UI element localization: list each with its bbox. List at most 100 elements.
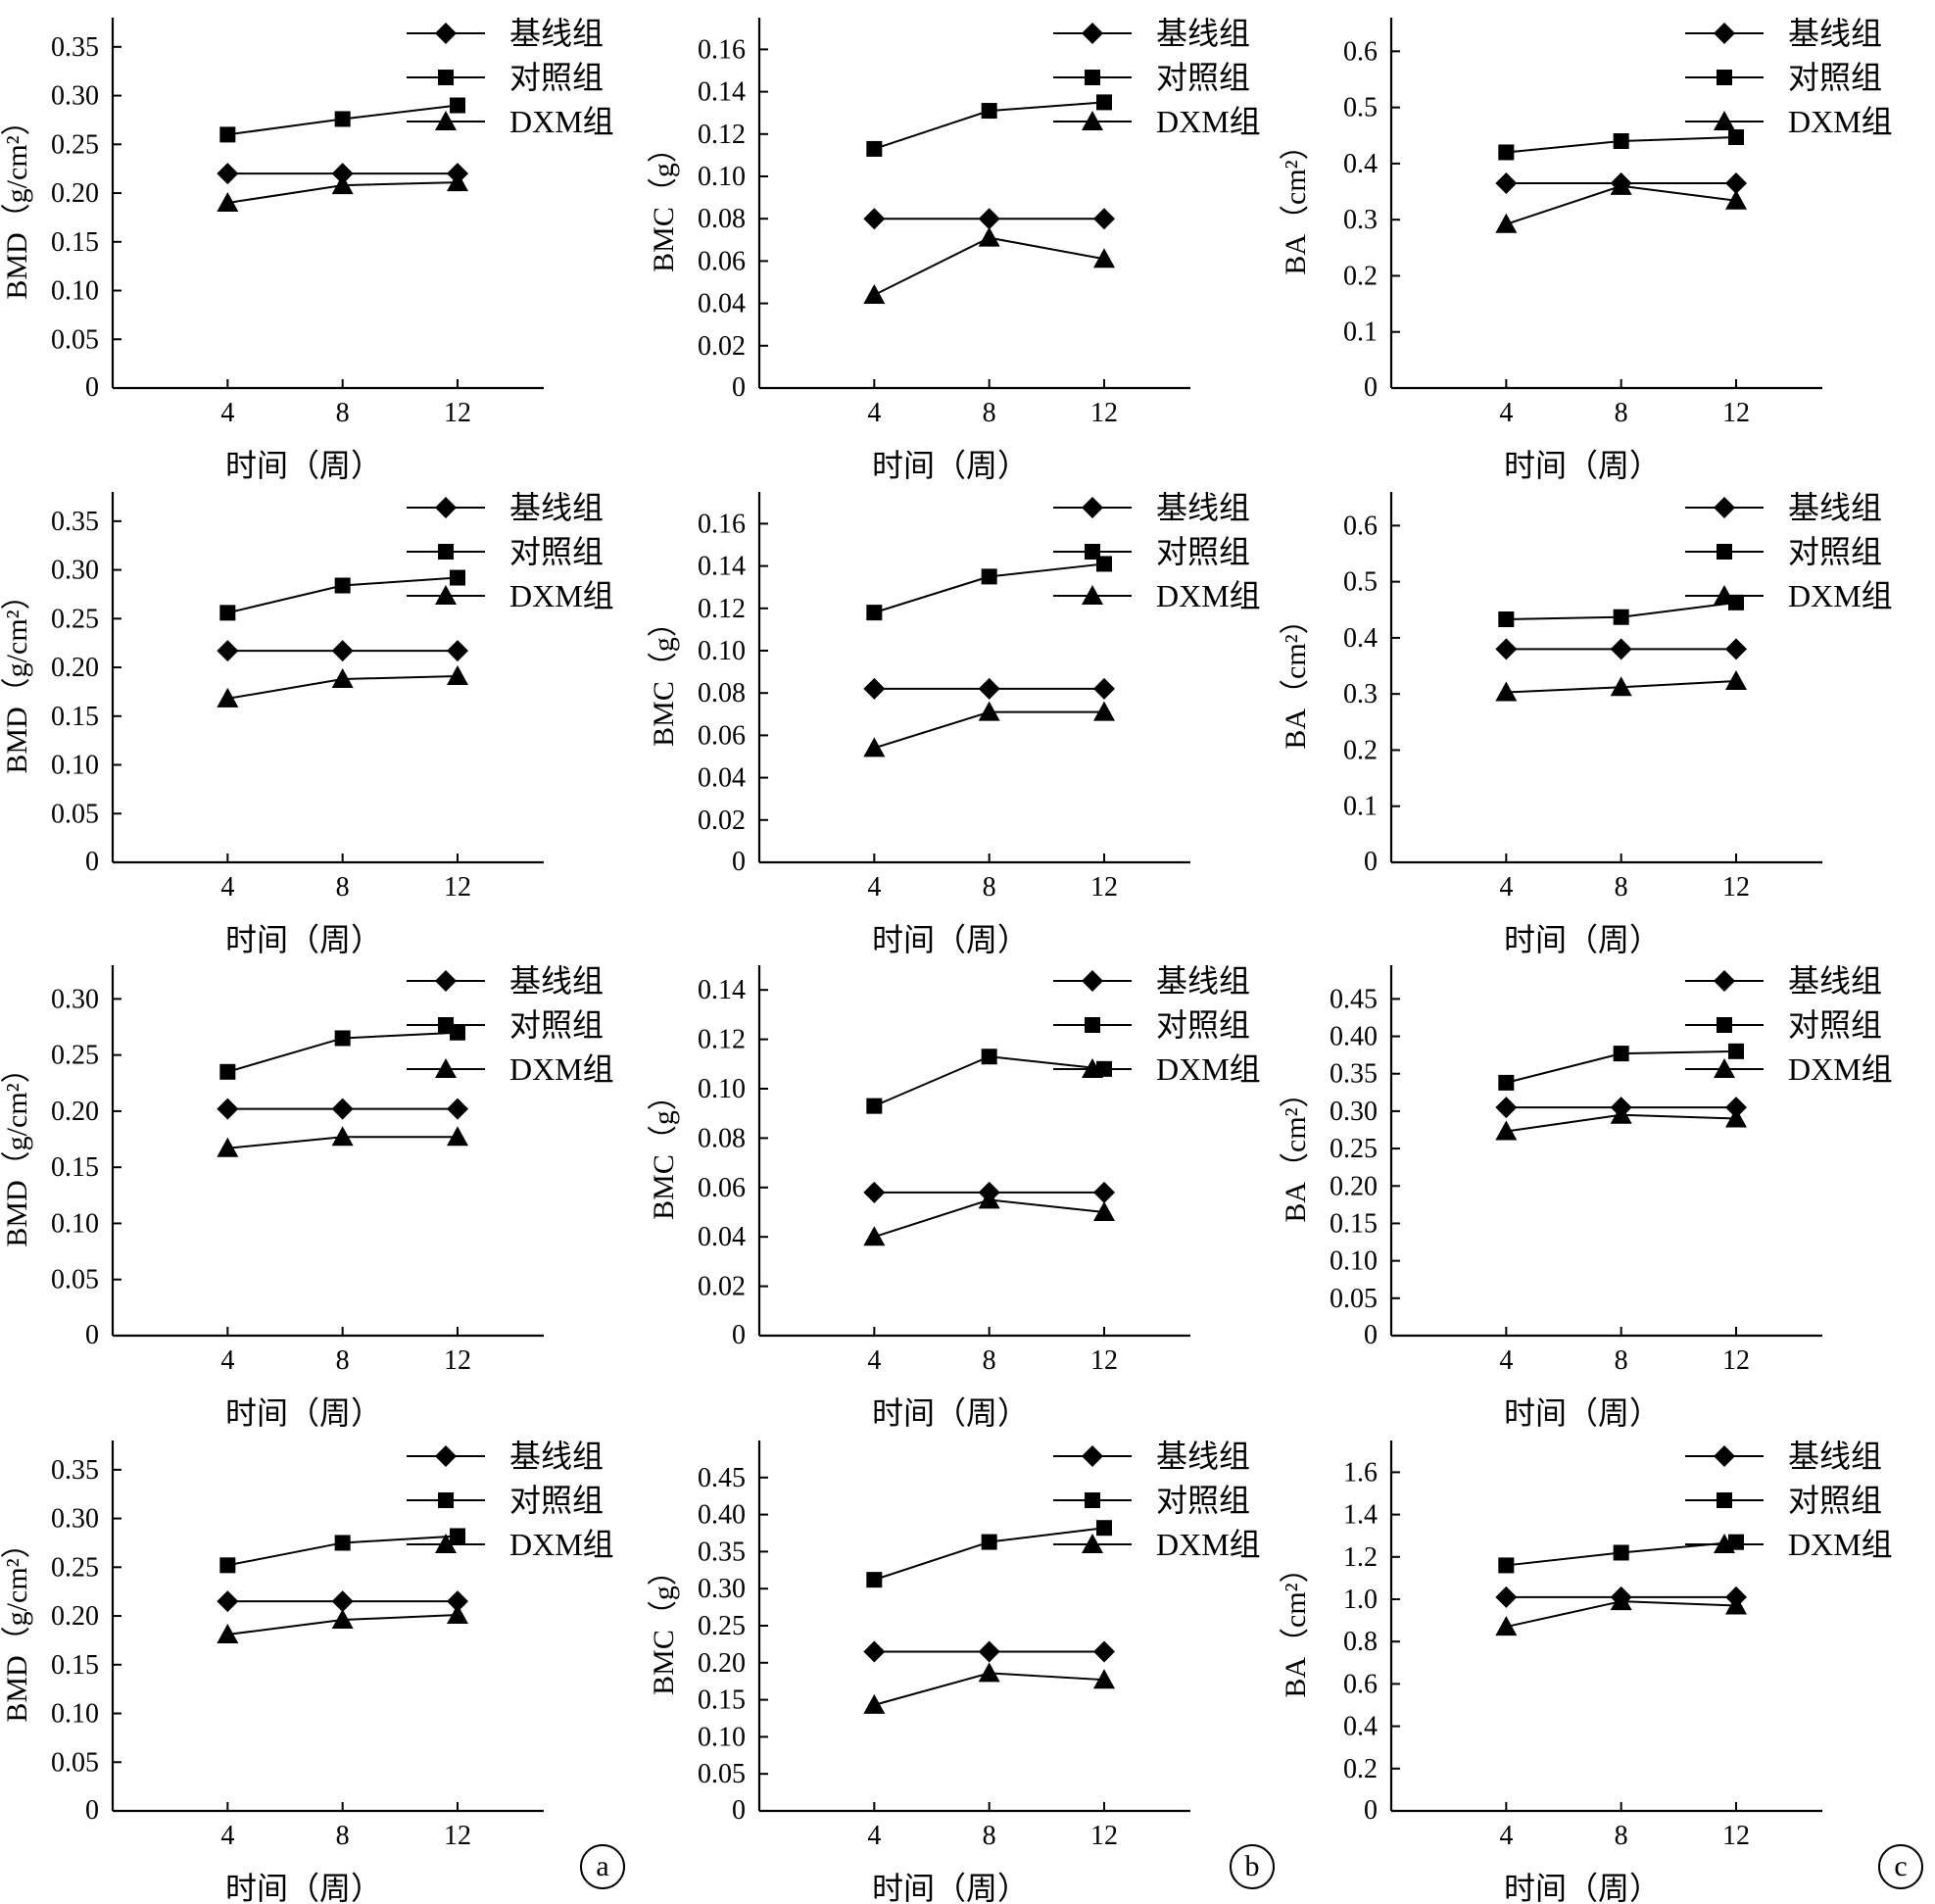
- y-axis-label: BA（cm²）: [1280, 130, 1312, 274]
- legend-label: 对照组: [509, 1483, 604, 1518]
- data-point-triangle: [447, 1126, 468, 1147]
- data-point-triangle: [1725, 1594, 1747, 1615]
- y-tick-label: 0.02: [698, 331, 746, 362]
- legend-label: DXM组: [509, 1051, 614, 1087]
- legend-marker-diamond: [1714, 970, 1735, 992]
- data-point-diamond: [447, 640, 468, 662]
- y-tick-label: 0.16: [698, 34, 746, 65]
- data-point-diamond: [331, 1590, 354, 1613]
- data-point-square: [1096, 1520, 1112, 1537]
- data-point-diamond: [1725, 171, 1747, 194]
- x-tick-label: 4: [1499, 398, 1513, 428]
- data-point-square: [1498, 1074, 1515, 1091]
- legend-marker-triangle: [1714, 1534, 1735, 1553]
- x-tick-label: 12: [444, 1821, 471, 1851]
- data-point-triangle: [1495, 1616, 1518, 1636]
- y-tick-label: 0.25: [51, 604, 99, 634]
- legend-marker-triangle: [435, 111, 457, 130]
- data-point-triangle: [1093, 1669, 1115, 1689]
- y-tick-label: 0.16: [698, 509, 746, 539]
- y-tick-label: 0.12: [698, 120, 746, 150]
- y-axis-label: BMC（g）: [648, 608, 680, 747]
- y-tick-label: 0.04: [698, 289, 746, 319]
- x-tick-label: 4: [220, 398, 234, 428]
- chart-a-row-4: 0 0.05 0.10 0.15 0.20 0.25 0.30 0.35 4 8 12 BMD（g/c…: [1, 1439, 614, 1904]
- y-tick-label: 0.25: [698, 1611, 746, 1641]
- legend-label: 基线组: [1788, 490, 1882, 525]
- y-tick-label: 0: [85, 847, 99, 877]
- x-tick-label: 8: [336, 872, 350, 903]
- y-tick-label: 0.35: [51, 507, 99, 537]
- legend-label: DXM组: [509, 578, 614, 613]
- legend-label: 基线组: [1788, 16, 1882, 51]
- data-point-triangle: [1093, 248, 1115, 269]
- legend-marker-diamond: [1714, 23, 1735, 44]
- legend-marker-triangle: [435, 1534, 457, 1553]
- y-tick-label: 0.05: [1330, 1284, 1378, 1314]
- data-point-diamond: [1725, 638, 1747, 660]
- y-tick-label: 0.25: [1330, 1134, 1378, 1164]
- y-tick-label: 1.4: [1343, 1500, 1378, 1531]
- data-point-diamond: [217, 1590, 239, 1613]
- x-tick-label: 8: [1615, 398, 1628, 428]
- x-tick-label: 4: [867, 1821, 881, 1851]
- y-tick-label: 0.15: [51, 227, 99, 258]
- chart-c-row-2: 0 0.1 0.2 0.3 0.4 0.5 0.6 4 8 12 BA（cm²） 时间（周） 基线组对照…: [1280, 490, 1893, 957]
- y-tick-label: 0.05: [698, 1759, 746, 1789]
- data-point-square: [1498, 611, 1515, 628]
- data-point-triangle: [978, 701, 1000, 721]
- y-tick-label: 0.20: [51, 1601, 99, 1632]
- x-tick-label: 8: [983, 1345, 996, 1376]
- y-tick-label: 0.3: [1343, 205, 1378, 235]
- legend-marker-diamond: [435, 970, 457, 992]
- chart-b-row-2: 0 0.02 0.04 0.06 0.08 0.10 0.12 0.14 0.16 4 8 12 BMC…: [648, 490, 1261, 957]
- x-tick-label: 8: [336, 398, 350, 428]
- data-point-square: [981, 1534, 997, 1550]
- data-point-diamond: [1495, 1586, 1518, 1608]
- y-tick-label: 0.35: [1330, 1059, 1378, 1090]
- panel-label-b: b: [1230, 1844, 1275, 1889]
- data-point-triangle: [217, 687, 239, 708]
- legend-marker-triangle: [1082, 1534, 1103, 1553]
- data-point-square: [219, 1063, 236, 1080]
- x-tick-label: 4: [867, 872, 881, 903]
- data-point-triangle: [447, 665, 468, 686]
- legend-marker-square: [1717, 70, 1732, 85]
- y-axis-label: BA（cm²）: [1280, 605, 1312, 749]
- panel-label-a: a: [580, 1844, 625, 1889]
- panel-label-text: c: [1894, 1850, 1907, 1882]
- x-tick-label: 8: [1615, 872, 1628, 903]
- y-axis-label: BA（cm²）: [1280, 1553, 1312, 1697]
- legend-marker-triangle: [1714, 1058, 1735, 1078]
- legend-label: 基线组: [1156, 490, 1250, 525]
- data-point-square: [866, 1098, 883, 1114]
- data-point-diamond: [1093, 1181, 1115, 1203]
- y-tick-label: 0.15: [51, 1650, 99, 1681]
- x-tick-label: 4: [867, 1345, 881, 1376]
- x-axis-label: 时间（周）: [225, 1871, 382, 1904]
- data-point-diamond: [447, 1590, 468, 1613]
- x-tick-label: 8: [336, 1345, 350, 1376]
- data-point-square: [981, 103, 997, 120]
- legend-label: 对照组: [1156, 60, 1250, 95]
- y-tick-label: 0.8: [1343, 1627, 1378, 1657]
- y-tick-label: 0.30: [51, 1504, 99, 1535]
- y-tick-label: 0.6: [1343, 1669, 1378, 1699]
- y-tick-label: 0.05: [51, 1747, 99, 1778]
- y-tick-label: 0.45: [1330, 984, 1378, 1014]
- data-point-square: [334, 111, 351, 127]
- chart-b-row-4: 0 0.05 0.10 0.15 0.20 0.25 0.30 0.35 0.40 0.45 4 8 1…: [648, 1439, 1261, 1904]
- legend-label: DXM组: [1156, 1051, 1261, 1087]
- data-point-triangle: [978, 1189, 1000, 1209]
- y-tick-label: 0.06: [698, 246, 746, 276]
- x-tick-label: 12: [1722, 398, 1750, 428]
- data-point-square: [866, 140, 883, 157]
- legend-label: DXM组: [1156, 1527, 1261, 1562]
- y-tick-label: 0.06: [698, 1173, 746, 1203]
- chart-c-row-3: 0 0.05 0.10 0.15 0.20 0.25 0.30 0.35 0.40 0.45 4 8 1…: [1280, 963, 1893, 1431]
- y-tick-label: 0.08: [698, 1123, 746, 1153]
- legend-marker-diamond: [435, 23, 457, 44]
- legend-marker-diamond: [1082, 970, 1103, 992]
- y-tick-label: 0.10: [51, 751, 99, 781]
- panel-label-circle: [1878, 1844, 1923, 1889]
